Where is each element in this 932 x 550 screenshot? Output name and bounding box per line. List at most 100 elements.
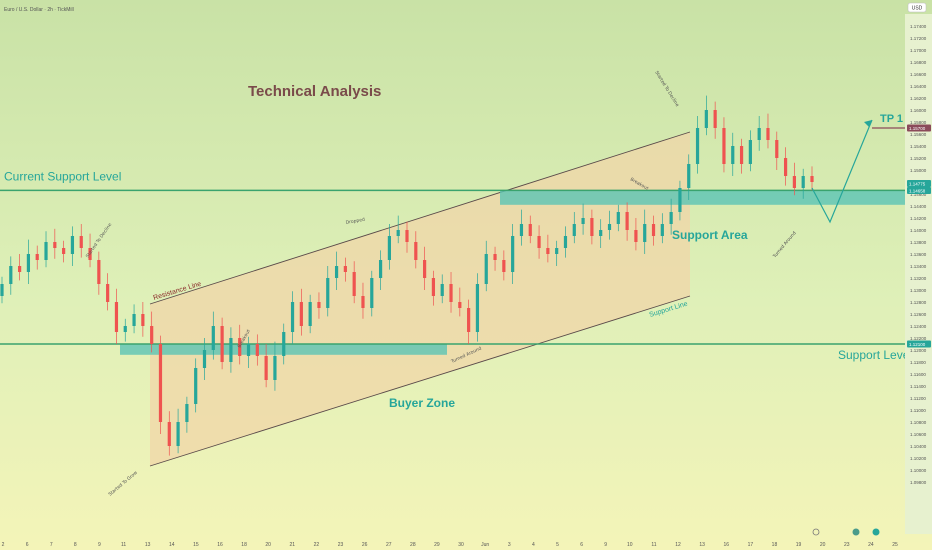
y-tick-label: 1.10000 bbox=[910, 468, 927, 473]
candle-body bbox=[70, 236, 75, 254]
candle-body bbox=[590, 218, 594, 236]
candle-body bbox=[660, 224, 664, 236]
x-tick-label: Jun bbox=[481, 542, 489, 548]
candle-body bbox=[502, 260, 506, 272]
x-tick-label: 9 bbox=[98, 542, 101, 548]
candle-body bbox=[581, 218, 585, 224]
candle-body bbox=[493, 254, 497, 260]
candle-body bbox=[255, 344, 259, 356]
candle-body bbox=[185, 404, 189, 422]
candle-body bbox=[713, 110, 717, 128]
candle-body bbox=[35, 254, 39, 260]
candle-body bbox=[704, 110, 708, 128]
candle-body bbox=[53, 242, 57, 248]
x-axis[interactable]: 2 6 7 8 9 11 13 14 15 16 18 20 21 22 23 26 27 28 29 30 Jun 3 4… bbox=[2, 542, 898, 548]
y-tick-label: 1.17200 bbox=[910, 36, 927, 41]
candle-body bbox=[246, 344, 251, 356]
x-tick-label: 27 bbox=[386, 542, 392, 548]
y-tick-label: 1.14200 bbox=[910, 216, 927, 221]
candle-body bbox=[625, 212, 629, 230]
candle-body bbox=[229, 338, 233, 362]
y-tick-label: 1.16800 bbox=[910, 60, 927, 65]
x-tick-label: 8 bbox=[74, 542, 77, 548]
candle-body bbox=[634, 230, 638, 242]
price-badge bbox=[907, 340, 931, 348]
candle-body bbox=[801, 176, 805, 188]
x-tick-label: 6 bbox=[580, 542, 583, 548]
y-axis[interactable]: 1.17400 1.17200 1.17000 1.16800 1.16600 1.164… bbox=[905, 14, 932, 534]
currency-label: USD bbox=[912, 6, 923, 12]
y-tick-label: 1.10800 bbox=[910, 420, 927, 425]
candle-body bbox=[299, 302, 303, 326]
x-tick-label: 17 bbox=[748, 542, 754, 548]
x-tick-label: 30 bbox=[458, 542, 464, 548]
candle-body bbox=[449, 284, 453, 302]
x-tick-label: 18 bbox=[772, 542, 778, 548]
y-tick-label: 1.13000 bbox=[910, 288, 927, 293]
candle-body bbox=[731, 146, 735, 164]
x-tick-label: 23 bbox=[844, 542, 850, 548]
chart-title: Technical Analysis bbox=[248, 83, 381, 100]
candle-body bbox=[757, 128, 761, 140]
x-tick-label: 4 bbox=[532, 542, 535, 548]
candle-body bbox=[458, 302, 462, 308]
x-tick-label: 23 bbox=[338, 542, 344, 548]
candle-body bbox=[132, 314, 136, 326]
candle-body bbox=[739, 146, 744, 164]
candle-body bbox=[79, 236, 83, 248]
y-tick-label: 1.14000 bbox=[910, 228, 927, 233]
candle-body bbox=[616, 212, 620, 224]
y-tick-label: 1.11400 bbox=[910, 384, 926, 389]
candle-body bbox=[563, 236, 568, 248]
x-tick-label: 14 bbox=[169, 542, 175, 548]
projection-line bbox=[811, 119, 873, 224]
price-badge bbox=[907, 187, 931, 195]
y-tick-label: 1.10400 bbox=[910, 444, 927, 449]
candle-body bbox=[766, 128, 770, 140]
y-tick-label: 1.13600 bbox=[910, 252, 927, 257]
candle-body bbox=[695, 128, 700, 164]
x-tick-label: 10 bbox=[627, 542, 633, 548]
candle-body bbox=[141, 314, 145, 326]
candle-body bbox=[546, 248, 550, 254]
y-tick-label: 1.15800 bbox=[910, 120, 927, 125]
y-tick-label: 1.11800 bbox=[910, 360, 926, 365]
x-tick-label: 20 bbox=[820, 542, 826, 548]
y-tick-label: 1.17000 bbox=[910, 48, 927, 53]
currency-box[interactable] bbox=[907, 2, 927, 13]
settings-icon[interactable] bbox=[812, 528, 820, 536]
x-tick-label: 20 bbox=[265, 542, 271, 548]
candle-body bbox=[643, 224, 647, 242]
candle-body bbox=[511, 236, 515, 272]
support-level-label: Support Level bbox=[838, 348, 912, 362]
x-tick-label: 3 bbox=[508, 542, 511, 548]
candle-body bbox=[62, 248, 66, 254]
x-tick-label: 6 bbox=[26, 542, 29, 548]
x-tick-label: 12 bbox=[675, 542, 681, 548]
y-tick-label: 1.15600 bbox=[910, 132, 927, 137]
candle-body bbox=[555, 248, 559, 254]
candle-body bbox=[0, 284, 4, 296]
price-badge-label: 1.15700 bbox=[909, 126, 926, 131]
candle-body bbox=[282, 332, 286, 356]
y-tick-label: 1.11600 bbox=[910, 372, 926, 377]
candle-body bbox=[431, 278, 436, 296]
indicator-icon-1[interactable] bbox=[852, 528, 860, 536]
candle-body bbox=[396, 230, 400, 236]
y-axis-panel bbox=[905, 14, 932, 534]
candle-body bbox=[387, 236, 391, 260]
indicator-icon-2[interactable] bbox=[872, 528, 880, 536]
candle-body bbox=[519, 224, 524, 236]
candle-body bbox=[194, 368, 198, 404]
candle-body bbox=[202, 350, 207, 368]
candle-body bbox=[423, 260, 427, 278]
candle-body bbox=[106, 284, 110, 302]
candle-body bbox=[678, 188, 682, 212]
candle-body bbox=[414, 242, 418, 260]
candle-body bbox=[405, 230, 409, 242]
candle-body bbox=[361, 296, 365, 308]
x-tick-label: 18 bbox=[241, 542, 247, 548]
candle-body bbox=[783, 158, 788, 176]
projection-arrowhead bbox=[864, 120, 872, 127]
